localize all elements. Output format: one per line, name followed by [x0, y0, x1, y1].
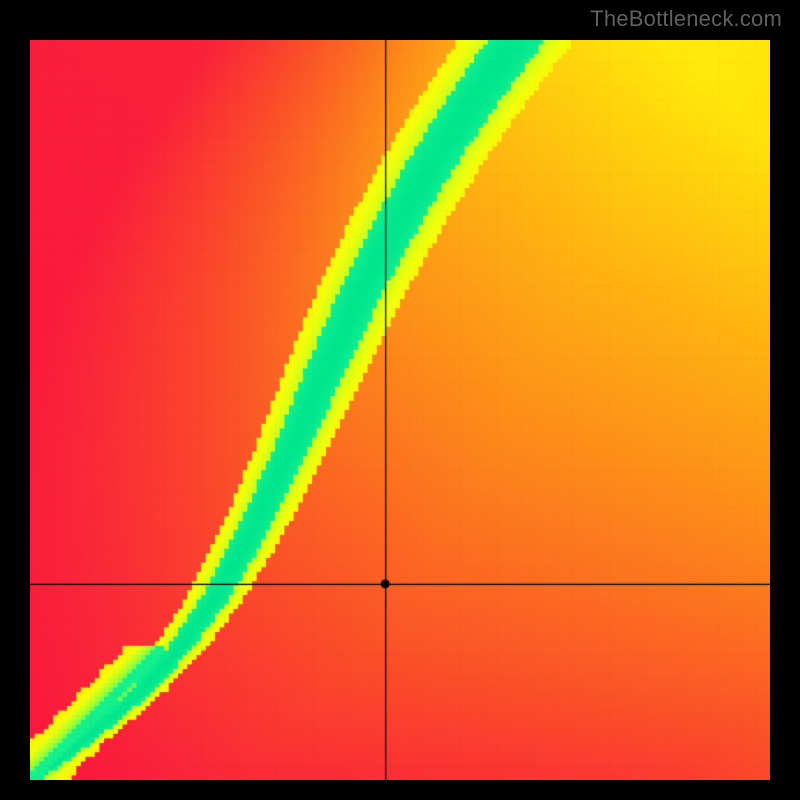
chart-container: TheBottleneck.com [0, 0, 800, 800]
heatmap-plot [30, 40, 770, 780]
watermark-text: TheBottleneck.com [590, 6, 782, 32]
heatmap-canvas [30, 40, 770, 780]
